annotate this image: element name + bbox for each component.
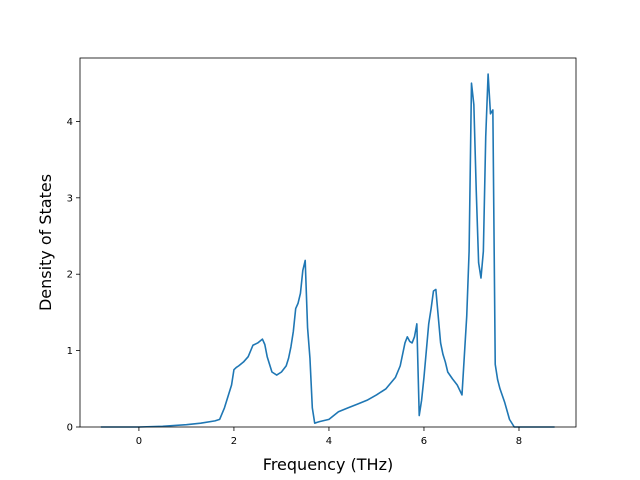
y-tick-label: 0	[67, 423, 73, 434]
y-tick-label: 3	[67, 193, 73, 204]
x-axis-label: Frequency (THz)	[263, 455, 393, 474]
series-line-0	[100, 73, 555, 428]
y-tick-label: 4	[67, 117, 73, 128]
x-axis-ticks: 0 2 4 6 8	[136, 427, 522, 447]
axes-frame	[79, 57, 577, 428]
x-tick-label: 0	[136, 436, 142, 447]
x-tick-label: 2	[231, 436, 237, 447]
x-tick-label: 4	[326, 436, 332, 447]
y-tick-label: 1	[67, 346, 73, 357]
x-tick-label: 8	[516, 436, 522, 447]
x-tick-label: 6	[421, 436, 427, 447]
y-tick-label: 2	[67, 270, 73, 281]
plot-area	[100, 73, 555, 428]
y-axis-ticks: 0 1 2 3 4	[67, 117, 80, 434]
y-axis-label: Density of States	[36, 174, 55, 311]
